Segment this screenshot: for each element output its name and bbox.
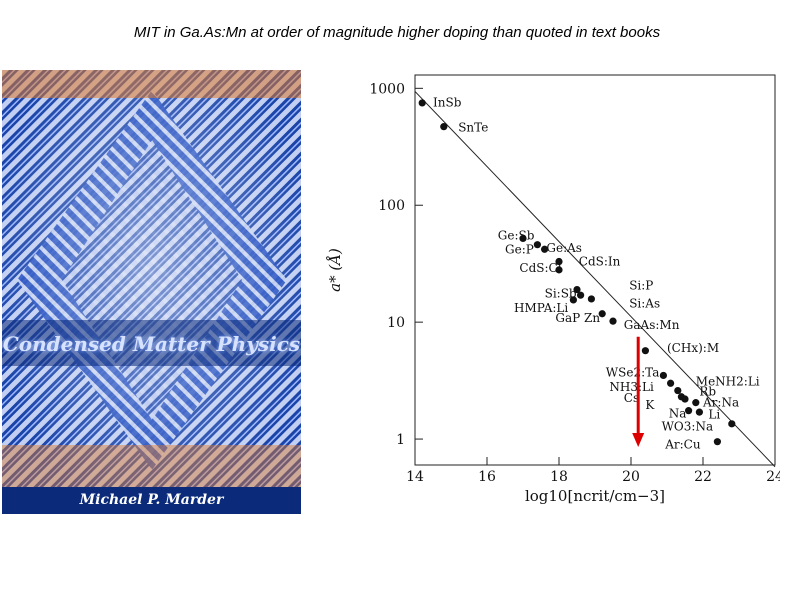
x-tick-label: 22	[694, 469, 712, 485]
point-label: MeNH2:Li	[696, 375, 760, 389]
data-point	[609, 317, 617, 325]
data-point	[598, 310, 606, 318]
point-label: WO3:Na	[662, 420, 714, 434]
data-point	[641, 347, 649, 355]
point-label: Rb	[699, 385, 716, 399]
y-tick-label: 10	[387, 315, 405, 331]
point-label: Ar:Cu	[664, 437, 701, 451]
crystal-pattern	[2, 70, 301, 514]
slide-title: MIT in Ga.As:Mn at order of magnitude hi…	[133, 24, 661, 41]
book-cover: Condensed Matter Physics Michael P. Mard…	[2, 70, 301, 514]
point-label: CdS:Cl	[519, 261, 561, 275]
point-label: GaP Zn	[555, 311, 600, 325]
point-label: WSe2:Ta	[606, 366, 660, 380]
data-point	[674, 386, 682, 395]
point-label: Ge:Sb	[498, 229, 535, 243]
point-label: Si:P	[629, 279, 653, 293]
x-axis-label: log10[ncrit/cm−3]	[525, 487, 665, 505]
x-tick-label: 20	[622, 469, 640, 485]
x-tick-label: 24	[766, 469, 780, 485]
data-point	[555, 266, 563, 274]
data-point	[685, 407, 693, 415]
y-axis-label: a* (Å)	[326, 248, 344, 292]
data-point	[713, 438, 721, 446]
point-label: GaAs:Mn	[624, 318, 680, 332]
x-axis: 14 16 18 20 22 24	[406, 457, 780, 485]
point-label: (CHx):M	[667, 341, 719, 355]
data-point	[555, 257, 563, 266]
data-point	[587, 295, 595, 303]
point-label: Ge:As	[546, 241, 582, 255]
point-label: InSb	[433, 95, 462, 109]
data-point	[418, 99, 426, 107]
x-tick-label: 16	[478, 469, 496, 485]
plot-frame	[414, 74, 776, 466]
fit-line	[414, 91, 776, 468]
data-point	[728, 420, 736, 428]
data-point	[440, 123, 448, 131]
point-label: NH3:Li	[609, 380, 654, 394]
y-axis: 1 10 100 1000	[369, 81, 423, 448]
data-point	[659, 371, 667, 380]
book-title: Condensed Matter Physics	[2, 332, 301, 356]
x-tick-label: 18	[550, 469, 568, 485]
point-label: Si:Sb	[545, 287, 577, 301]
y-tick-label: 1000	[369, 81, 405, 97]
data-point	[519, 234, 527, 243]
data-point	[681, 395, 689, 403]
point-label: Ge:P	[505, 242, 534, 256]
point-label: Li	[708, 408, 720, 422]
data-points	[418, 99, 736, 446]
point-label: CdS:In	[579, 255, 621, 269]
y-tick-label: 100	[378, 198, 405, 214]
data-point	[569, 296, 577, 304]
data-point	[667, 379, 675, 387]
point-label: Na	[669, 407, 687, 421]
chart-background	[320, 70, 780, 520]
data-point	[533, 241, 541, 249]
red-arrow-head	[632, 433, 645, 447]
data-point	[695, 408, 703, 416]
y-tick-label: 1	[396, 432, 405, 448]
data-point	[577, 291, 585, 299]
point-label: SnTe	[458, 121, 488, 135]
point-label: HMPA:Li	[514, 301, 568, 315]
data-point	[541, 245, 549, 253]
data-point	[692, 399, 700, 407]
point-label: Ar:Na	[702, 396, 739, 410]
data-point	[573, 285, 581, 294]
point-label: Si:As	[629, 296, 660, 310]
point-label: Cs	[624, 391, 639, 405]
book-author: Michael P. Marder	[2, 487, 301, 514]
x-tick-label: 14	[406, 469, 424, 485]
point-label: K	[645, 398, 655, 412]
